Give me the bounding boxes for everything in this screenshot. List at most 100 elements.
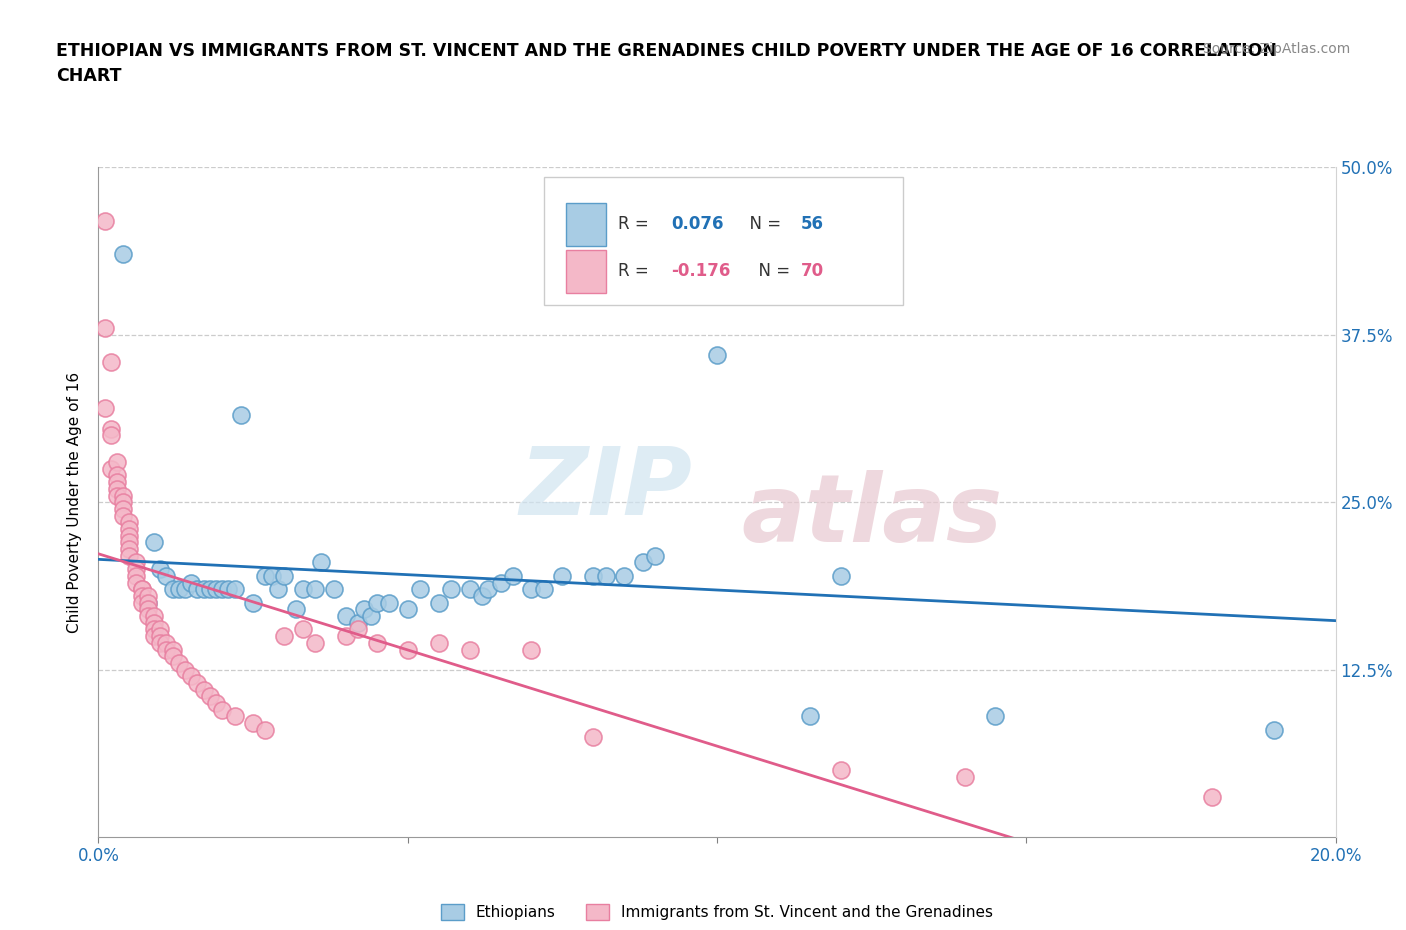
Point bbox=[409, 582, 432, 597]
Point bbox=[285, 602, 308, 617]
Point bbox=[198, 689, 221, 704]
Point bbox=[335, 629, 357, 644]
Point bbox=[124, 555, 146, 570]
Point bbox=[155, 635, 177, 650]
Point bbox=[149, 629, 172, 644]
Point bbox=[118, 549, 141, 564]
Point bbox=[186, 582, 208, 597]
Point bbox=[118, 528, 141, 543]
Point bbox=[254, 723, 277, 737]
Point bbox=[830, 763, 852, 777]
Text: CHART: CHART bbox=[56, 67, 122, 85]
Point bbox=[224, 709, 246, 724]
Point bbox=[112, 501, 135, 516]
Point bbox=[799, 709, 821, 724]
Point bbox=[830, 568, 852, 583]
Legend: Ethiopians, Immigrants from St. Vincent and the Grenadines: Ethiopians, Immigrants from St. Vincent … bbox=[434, 898, 1000, 926]
Point bbox=[162, 582, 184, 597]
Point bbox=[100, 421, 122, 436]
Point bbox=[124, 575, 146, 590]
Point bbox=[131, 582, 153, 597]
Point bbox=[427, 595, 450, 610]
Point bbox=[211, 702, 233, 717]
Text: Source: ZipAtlas.com: Source: ZipAtlas.com bbox=[1202, 42, 1350, 56]
Point bbox=[193, 582, 215, 597]
Text: N =: N = bbox=[748, 262, 796, 280]
Point bbox=[644, 549, 666, 564]
Point bbox=[143, 629, 166, 644]
Point bbox=[100, 461, 122, 476]
Point bbox=[1201, 790, 1223, 804]
Point bbox=[427, 635, 450, 650]
Point bbox=[520, 582, 543, 597]
Point bbox=[477, 582, 499, 597]
Point bbox=[984, 709, 1007, 724]
Point bbox=[180, 669, 202, 684]
Point bbox=[706, 348, 728, 363]
Text: ZIP: ZIP bbox=[519, 443, 692, 535]
Point bbox=[149, 562, 172, 577]
Text: -0.176: -0.176 bbox=[671, 262, 731, 280]
Point bbox=[347, 616, 370, 631]
Point bbox=[136, 608, 159, 623]
Point bbox=[242, 595, 264, 610]
Point bbox=[396, 602, 419, 617]
Point bbox=[149, 622, 172, 637]
Point bbox=[143, 535, 166, 550]
Point bbox=[304, 635, 326, 650]
Point bbox=[186, 675, 208, 690]
Point bbox=[205, 696, 228, 711]
Point bbox=[613, 568, 636, 583]
Point bbox=[124, 562, 146, 577]
Point bbox=[291, 582, 314, 597]
Point bbox=[242, 716, 264, 731]
Point bbox=[254, 568, 277, 583]
Point bbox=[112, 247, 135, 262]
Point bbox=[124, 568, 146, 583]
Text: R =: R = bbox=[619, 216, 654, 233]
Text: 56: 56 bbox=[801, 216, 824, 233]
Point bbox=[143, 608, 166, 623]
Point bbox=[105, 482, 128, 497]
Point bbox=[162, 642, 184, 657]
Point bbox=[366, 595, 388, 610]
Point bbox=[143, 616, 166, 631]
Point bbox=[105, 474, 128, 489]
Point bbox=[551, 568, 574, 583]
Point bbox=[378, 595, 401, 610]
Point bbox=[162, 649, 184, 664]
Text: atlas: atlas bbox=[742, 470, 1002, 562]
Point bbox=[396, 642, 419, 657]
Point bbox=[136, 595, 159, 610]
Point bbox=[440, 582, 463, 597]
Point bbox=[93, 214, 115, 229]
Point bbox=[582, 729, 605, 744]
Point bbox=[131, 582, 153, 597]
Point bbox=[100, 428, 122, 443]
Point bbox=[489, 575, 512, 590]
Point bbox=[105, 468, 128, 483]
Point bbox=[273, 568, 295, 583]
Point bbox=[229, 407, 252, 422]
Point bbox=[582, 568, 605, 583]
Point bbox=[180, 575, 202, 590]
Y-axis label: Child Poverty Under the Age of 16: Child Poverty Under the Age of 16 bbox=[67, 372, 83, 632]
Text: 0.076: 0.076 bbox=[671, 216, 724, 233]
Point bbox=[105, 488, 128, 503]
Point bbox=[322, 582, 344, 597]
Point bbox=[291, 622, 314, 637]
Point bbox=[118, 535, 141, 550]
Point bbox=[205, 582, 228, 597]
Point bbox=[211, 582, 233, 597]
Point bbox=[143, 622, 166, 637]
Point bbox=[174, 662, 197, 677]
Text: 70: 70 bbox=[801, 262, 824, 280]
Point bbox=[631, 555, 654, 570]
Text: R =: R = bbox=[619, 262, 654, 280]
Point bbox=[167, 582, 190, 597]
Point bbox=[260, 568, 283, 583]
Point bbox=[471, 589, 494, 604]
Point bbox=[136, 602, 159, 617]
Text: ETHIOPIAN VS IMMIGRANTS FROM ST. VINCENT AND THE GRENADINES CHILD POVERTY UNDER : ETHIOPIAN VS IMMIGRANTS FROM ST. VINCENT… bbox=[56, 42, 1277, 60]
FancyBboxPatch shape bbox=[567, 203, 606, 246]
